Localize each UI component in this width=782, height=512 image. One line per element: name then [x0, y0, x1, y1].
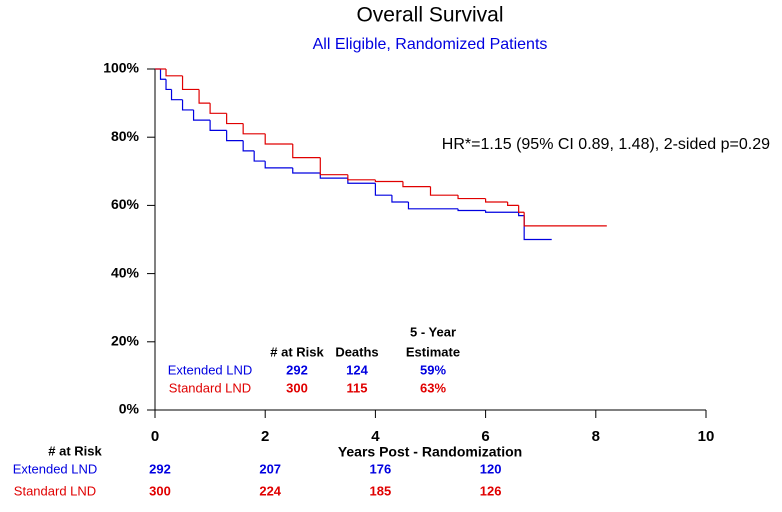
summary-row-name: Standard LND [169, 380, 251, 395]
summary-cell: 63% [420, 380, 446, 395]
risk-row-name: Extended LND [13, 461, 98, 476]
y-tick-label: 60% [111, 196, 140, 212]
survival-step [242, 140, 255, 152]
survival-step [170, 89, 183, 101]
survival-step [518, 212, 525, 217]
survival-step [165, 79, 172, 91]
survival-step [407, 201, 459, 210]
survival-step [457, 195, 486, 200]
risk-cell: 176 [370, 461, 392, 476]
summary-header: Estimate [406, 344, 460, 359]
survival-step [319, 157, 348, 176]
survival-step [264, 133, 293, 145]
y-tick-label: 20% [111, 333, 140, 349]
x-tick-label: 0 [151, 428, 159, 445]
survival-step [507, 201, 519, 206]
risk-cell: 300 [149, 483, 171, 498]
summary-cell: 300 [286, 380, 308, 395]
risk-table-title: # at Risk [48, 443, 102, 458]
risk-cell: 185 [370, 483, 392, 498]
survival-step [242, 123, 266, 135]
x-tick-label: 6 [481, 428, 489, 445]
risk-cell: 292 [149, 461, 171, 476]
survival-step [264, 161, 293, 169]
chart-title: Overall Survival [356, 4, 503, 27]
survival-step [518, 205, 525, 213]
risk-cell: 126 [480, 483, 502, 498]
x-tick-label: 10 [698, 428, 715, 445]
survival-step [391, 195, 409, 203]
y-tick-label: 100% [103, 60, 139, 76]
survival-step [374, 179, 403, 183]
survival-step [429, 186, 459, 196]
summary-cell: 115 [347, 380, 368, 395]
x-tick-label: 2 [261, 428, 269, 445]
summary-row-name: Extended LND [168, 362, 253, 377]
y-tick-label: 80% [111, 128, 140, 144]
summary-cell: 124 [346, 362, 368, 377]
chart-subtitle: All Eligible, Randomized Patients [313, 36, 548, 53]
survival-step [292, 144, 321, 159]
survival-step [209, 120, 227, 131]
survival-step [457, 208, 486, 212]
survival-step [181, 99, 194, 111]
survival-step [347, 178, 376, 184]
annotation: HR*=1.15 (95% CI 0.89, 1.48), 2-sided p=… [442, 136, 770, 153]
summary-header: 5 - Year [410, 324, 456, 339]
risk-cell: 224 [259, 483, 281, 498]
survival-step [485, 210, 519, 213]
summary-cell: 292 [286, 362, 308, 377]
survival-step [159, 69, 167, 80]
survival-step [181, 75, 200, 91]
survival-step [209, 103, 227, 114]
y-tick-label: 0% [119, 401, 140, 417]
survival-step [523, 212, 607, 227]
risk-cell: 120 [480, 461, 502, 476]
survival-step [253, 150, 266, 162]
survival-step [192, 109, 211, 121]
x-tick-label: 4 [371, 428, 380, 445]
x-axis-label: Years Post - Randomization [338, 444, 522, 460]
summary-cell: 59% [420, 362, 446, 377]
x-tick-label: 8 [592, 428, 600, 445]
survival-step [198, 89, 211, 104]
survival-step [165, 69, 183, 77]
summary-header: # at Risk [270, 344, 324, 359]
survival-step [226, 130, 244, 142]
survival-step [374, 183, 392, 196]
summary-header: Deaths [335, 344, 378, 359]
survival-step [485, 198, 508, 203]
survival-step [226, 113, 244, 125]
survival-step [347, 174, 376, 181]
survival-step [402, 181, 431, 188]
risk-row-name: Standard LND [14, 483, 96, 498]
risk-cell: 207 [259, 461, 281, 476]
survival-step [292, 167, 321, 174]
y-tick-label: 40% [111, 264, 140, 280]
survival-step [523, 215, 552, 241]
survival-step [319, 173, 348, 179]
